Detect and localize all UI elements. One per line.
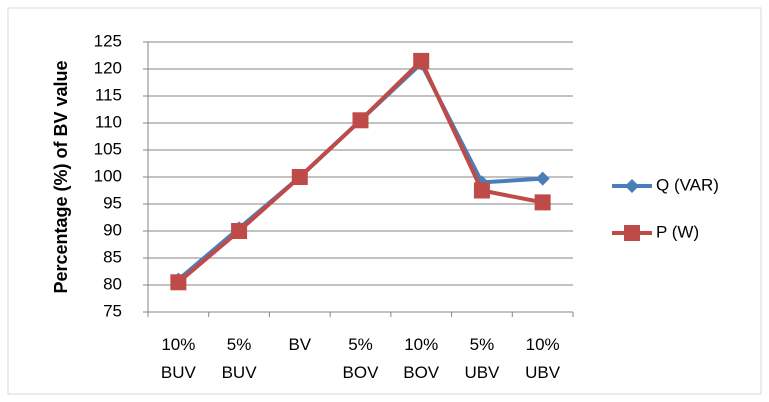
point: [413, 52, 430, 69]
x-tick-label: 5% BOV: [343, 335, 380, 382]
x-tick-label: 5% BUV: [222, 335, 258, 382]
y-tick-label: 80: [103, 274, 122, 293]
point: [352, 112, 369, 129]
point: [534, 194, 551, 211]
chart-frame: [7, 7, 762, 395]
y-tick-label: 85: [103, 247, 122, 266]
x-tick-label: 5% UBV: [464, 335, 500, 382]
legend-marker: [624, 225, 640, 241]
y-tick-label: 75: [103, 301, 122, 320]
x-tick-label: 10% BUV: [161, 335, 197, 382]
point: [231, 223, 248, 239]
y-tick-label: 100: [94, 166, 122, 185]
legend-marker: [625, 179, 639, 193]
y-axis-label: Percentage (%) of BV value: [51, 60, 71, 293]
y-tick-label: 115: [95, 85, 122, 104]
y-tick-label: 110: [95, 112, 122, 131]
series-line: [177, 58, 544, 284]
point: [170, 274, 187, 291]
x-tick-label: BV: [288, 335, 311, 354]
y-tick-label: 120: [94, 58, 122, 77]
y-tick-label: 105: [94, 139, 122, 158]
point: [535, 171, 550, 186]
y-tick-label: 90: [103, 220, 122, 239]
point: [473, 182, 490, 199]
y-tick-label: 95: [103, 193, 122, 212]
legend-label: P (W): [656, 222, 699, 241]
y-tick-label: 125: [94, 31, 122, 50]
x-tick-label: 10% UBV: [525, 335, 561, 382]
legend-label: Q (VAR): [656, 175, 719, 194]
point: [291, 169, 308, 185]
x-tick-label: 10% BOV: [403, 335, 440, 382]
